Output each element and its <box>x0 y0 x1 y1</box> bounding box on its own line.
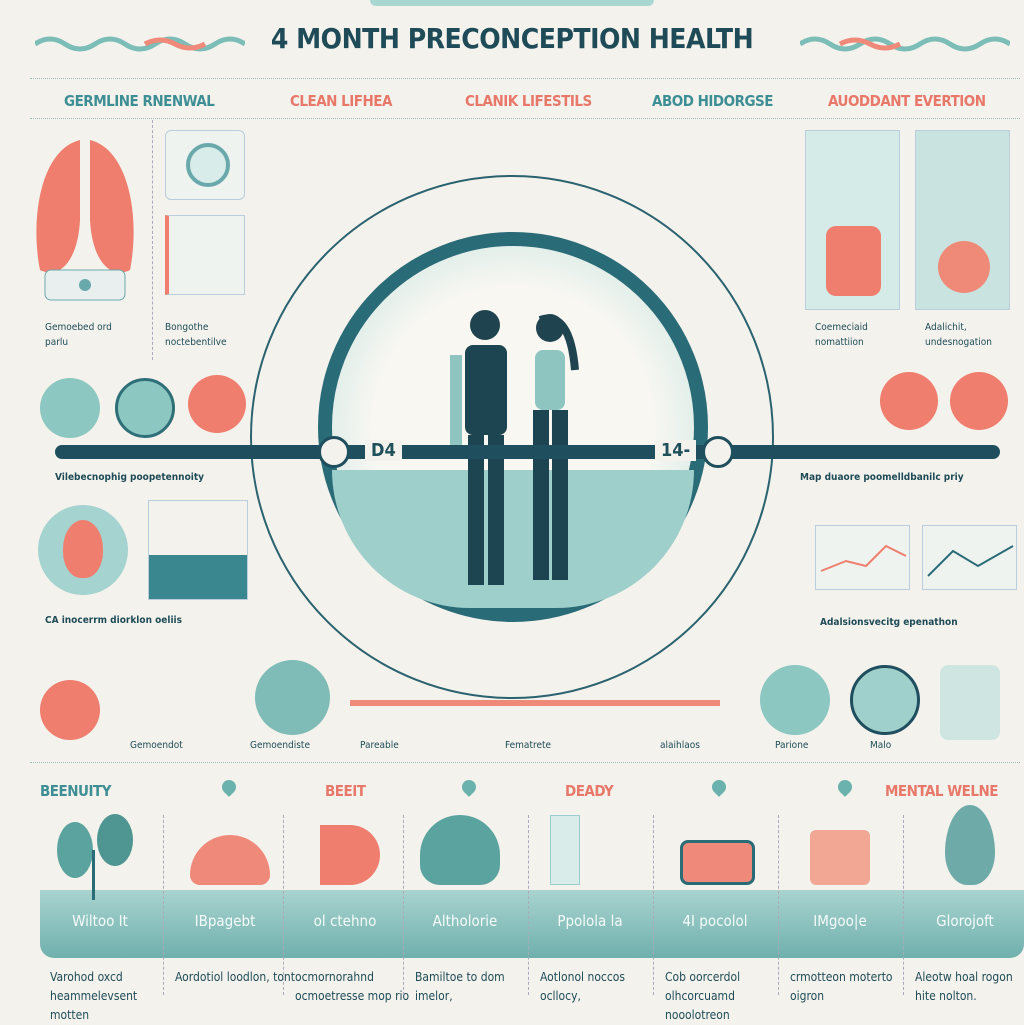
divider <box>528 815 529 995</box>
section-header: GERMLINE RNENWAL <box>64 92 215 110</box>
bottom-header: DEADY <box>565 782 614 800</box>
fruit-icon <box>40 680 100 740</box>
timeline-marker-right <box>702 436 734 468</box>
divider <box>152 120 153 360</box>
caption: Gemoebed ord parlu <box>45 322 112 348</box>
caption: CA inocerrm diorklon oeliis <box>45 615 182 626</box>
bottle-icon <box>940 665 1000 740</box>
glass-icon <box>550 815 580 885</box>
column-description: Aleotw hoal rogon hite nolton. <box>915 970 1013 1003</box>
divider <box>283 815 284 995</box>
caption: Bongothe noctebentilve <box>165 322 227 348</box>
band-label: ol ctehno <box>313 912 377 930</box>
chart-panel <box>165 215 245 295</box>
graph-panel-1 <box>815 525 910 590</box>
divider <box>163 815 164 995</box>
row-label: Gemoendot <box>130 740 183 751</box>
graph-panel-2 <box>922 525 1017 590</box>
band-label: 4I pocolol <box>682 912 748 930</box>
column-description: crmotteon moterto oigron <box>790 970 893 1003</box>
image-panel <box>148 500 248 600</box>
beaker-panel <box>915 130 1010 310</box>
icon-badge <box>880 372 938 430</box>
couple-illustration <box>450 310 579 585</box>
section-header: CLEAN LIFHEA <box>290 92 392 110</box>
caption: Coemeciaid nomattiion <box>815 322 868 348</box>
section-header: AUODDANT EVERTION <box>828 92 986 110</box>
woman-portrait <box>850 665 920 735</box>
leaves-icon <box>420 815 500 885</box>
divider <box>778 815 779 995</box>
decorative-wave-right <box>800 36 1010 52</box>
row-label: Pareable <box>360 740 399 751</box>
timeline-caption: Vilebecnophig poopetennoity <box>55 472 205 483</box>
device-panel <box>165 130 245 200</box>
divider <box>30 78 1020 79</box>
row-label: alaihlaos <box>660 740 700 751</box>
timeline-caption: Map duaore poomelldbanilc priy <box>800 472 964 483</box>
location-pin-icon <box>459 777 479 797</box>
uterus-icon <box>190 835 270 885</box>
icon-badge <box>40 378 100 438</box>
timeline-label-right: 14- <box>655 440 697 461</box>
jar-icon <box>680 840 755 885</box>
column-description: Aotlonol noccos ocllocy, <box>540 970 626 1003</box>
progress-arrow <box>350 700 720 706</box>
divider <box>903 815 904 995</box>
divider <box>403 815 404 995</box>
timeline-bar <box>55 445 1000 459</box>
column-description: Bamiltoe to dom imelor, <box>415 970 505 1003</box>
band-label: Glorojoft <box>936 912 994 930</box>
bottom-header: MENTAL WELNE <box>885 782 998 800</box>
flask-panel <box>805 130 900 310</box>
row-label: Fematrete <box>505 740 552 751</box>
organ-badge <box>38 505 128 595</box>
row-label: Malo <box>870 740 892 751</box>
cup-icon <box>760 665 830 735</box>
band-label: IBpagebt <box>194 912 256 930</box>
icon-badge <box>115 378 175 438</box>
row-label: Gemoendiste <box>250 740 310 751</box>
icon-badge <box>950 372 1008 430</box>
divider <box>30 762 1020 763</box>
icon-badge <box>188 375 246 433</box>
caption: Adalsionsvecitg epenathon <box>820 617 958 628</box>
section-header: CLANIK LIFESTILS <box>465 92 592 110</box>
egg-icon <box>945 805 995 885</box>
leaf-illustration <box>57 814 133 900</box>
column-description: Cob oorcerdol olhcorcuamd nooolotreon <box>665 970 741 1022</box>
timeline-marker-left <box>318 436 350 468</box>
column-description: Varohod oxcd heammelevsent motten <box>50 970 138 1022</box>
divider <box>30 118 1020 119</box>
divider <box>653 815 654 995</box>
bottom-header: BEENUITY <box>40 782 111 800</box>
column-description: ocmornorahnd ocmoetresse mop rio <box>295 970 410 1003</box>
decorative-wave-left <box>35 36 245 52</box>
band-label: IMgoo|e <box>813 912 867 930</box>
row-label: Parione <box>775 740 809 751</box>
timeline-label-left: D4 <box>365 440 402 461</box>
citrus-icon <box>320 825 380 885</box>
band-label: Altholorie <box>432 912 498 930</box>
bottom-header: BEEIT <box>325 782 366 800</box>
page-title: 4 MONTH PRECONCEPTION HEALTH <box>270 22 754 55</box>
top-accent-bar <box>370 0 654 6</box>
location-pin-icon <box>219 777 239 797</box>
lungs-illustration <box>36 140 134 301</box>
container-icon <box>810 830 870 885</box>
section-header: ABOD HIDORGSE <box>652 92 774 110</box>
band-label: Wiltoo It <box>72 912 128 930</box>
plate-icon <box>255 660 330 735</box>
caption: Adalichit, undesnogation <box>925 322 993 348</box>
bottom-band <box>40 890 1024 958</box>
column-description: Aordotiol loodlon, tont <box>175 970 295 984</box>
band-label: Ppolola la <box>557 912 623 930</box>
outer-ring <box>250 175 774 699</box>
location-pin-icon <box>835 777 855 797</box>
location-pin-icon <box>709 777 729 797</box>
